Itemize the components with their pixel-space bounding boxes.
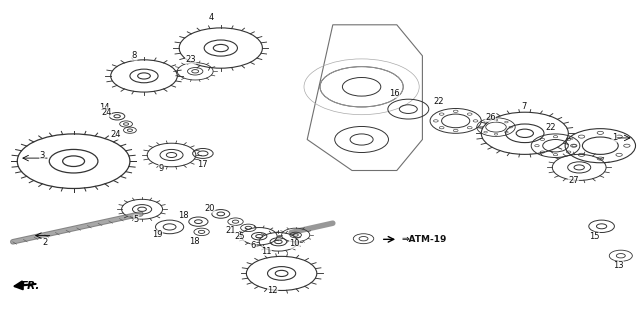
- Text: 4: 4: [209, 12, 214, 22]
- Text: 10: 10: [289, 239, 300, 249]
- Text: 18: 18: [189, 237, 199, 246]
- Text: 16: 16: [389, 88, 399, 98]
- Text: 6: 6: [251, 241, 256, 250]
- Text: 1: 1: [612, 133, 617, 143]
- Text: 13: 13: [613, 261, 623, 270]
- Text: 21: 21: [225, 226, 236, 235]
- Text: 8: 8: [132, 51, 137, 60]
- Text: 12: 12: [268, 286, 278, 295]
- Text: 18: 18: [178, 211, 188, 220]
- Text: 14: 14: [99, 103, 109, 112]
- Text: 2: 2: [42, 238, 47, 247]
- Text: 26: 26: [485, 113, 495, 122]
- Text: 17: 17: [197, 160, 207, 170]
- Text: 20: 20: [205, 204, 215, 213]
- Text: 5: 5: [134, 215, 139, 224]
- Text: 15: 15: [589, 232, 599, 241]
- Text: 19: 19: [152, 230, 163, 239]
- Text: 25: 25: [234, 232, 244, 241]
- Text: 3: 3: [40, 150, 45, 160]
- Text: 24: 24: [110, 130, 120, 140]
- Text: 22: 22: [545, 123, 556, 132]
- Text: 24: 24: [101, 108, 111, 117]
- Text: 22: 22: [434, 97, 444, 106]
- Text: 9: 9: [159, 163, 164, 173]
- Text: ⇒ATM-19: ⇒ATM-19: [402, 235, 447, 244]
- Text: 27: 27: [568, 176, 579, 185]
- Text: FR.: FR.: [21, 281, 40, 291]
- Text: 7: 7: [521, 101, 526, 111]
- Text: 23: 23: [186, 55, 196, 64]
- Text: 11: 11: [261, 246, 271, 256]
